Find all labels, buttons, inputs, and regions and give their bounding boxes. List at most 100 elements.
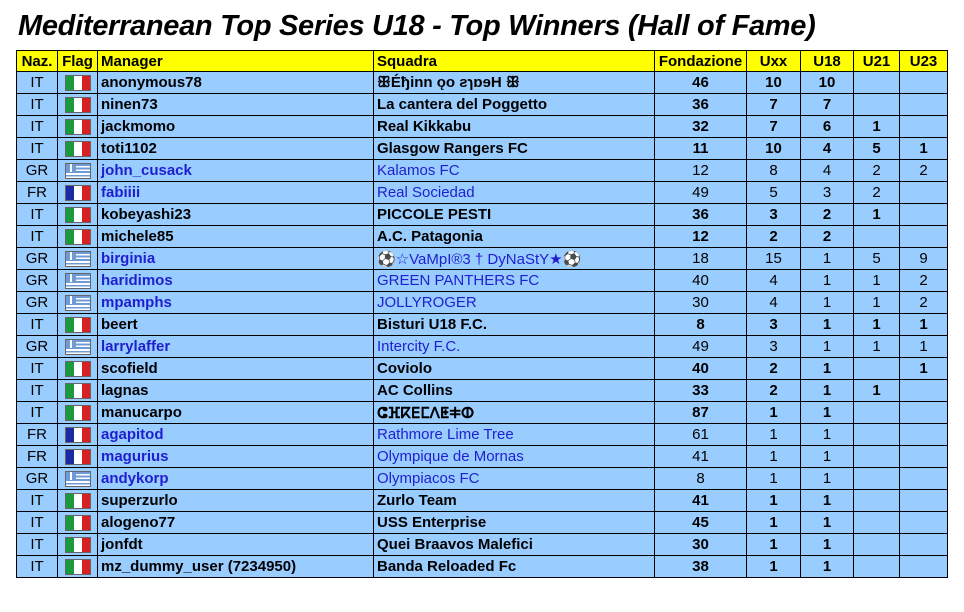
flag-cell xyxy=(57,511,98,534)
manager-link[interactable]: scofield xyxy=(97,357,374,380)
manager-link[interactable]: haridimos xyxy=(97,269,374,292)
team-link[interactable]: Rathmore Lime Tree xyxy=(373,423,655,446)
table-row: IT manucarpo ⵛⴼⴽⴹⵎⴷⵟⵐⵀ 87 1 1 xyxy=(16,401,948,424)
flag-cell xyxy=(57,159,98,182)
manager-link[interactable]: andykorp xyxy=(97,467,374,490)
manager-link[interactable]: birginia xyxy=(97,247,374,270)
nationality-cell: IT xyxy=(16,93,58,116)
flag-cell xyxy=(57,247,98,270)
manager-link[interactable]: manucarpo xyxy=(97,401,374,424)
team-link[interactable]: Zurlo Team xyxy=(373,489,655,512)
header-naz[interactable]: Naz. xyxy=(16,50,58,72)
manager-link[interactable]: jackmomo xyxy=(97,115,374,138)
team-link[interactable]: Quei Braavos Malefici xyxy=(373,533,655,556)
manager-link[interactable]: magurius xyxy=(97,445,374,468)
flag-greece-icon xyxy=(64,251,91,268)
team-link[interactable]: Kalamos FC xyxy=(373,159,655,182)
flag-france-icon xyxy=(64,427,91,444)
manager-link[interactable]: agapitod xyxy=(97,423,374,446)
manager-link[interactable]: alogeno77 xyxy=(97,511,374,534)
manager-link[interactable]: mz_dummy_user (7234950) xyxy=(97,555,374,578)
manager-link[interactable]: lagnas xyxy=(97,379,374,402)
table-row: GR andykorp Olympiacos FC 8 1 1 xyxy=(16,467,948,490)
flag-france-icon xyxy=(64,185,91,202)
flag-italy-icon xyxy=(64,75,91,92)
header-u18[interactable]: U18 xyxy=(800,50,854,72)
team-link[interactable]: Real Sociedad xyxy=(373,181,655,204)
header-uxx[interactable]: Uxx xyxy=(746,50,801,72)
manager-link[interactable]: larrylaffer xyxy=(97,335,374,358)
team-link[interactable]: Glasgow Rangers FC xyxy=(373,137,655,160)
header-squadra[interactable]: Squadra xyxy=(373,50,655,72)
u21-cell xyxy=(853,357,900,380)
header-manager[interactable]: Manager xyxy=(97,50,374,72)
team-link[interactable]: USS Enterprise xyxy=(373,511,655,534)
u21-cell xyxy=(853,555,900,578)
table-row: GR mpamphs JOLLYROGER 30 4 1 1 2 xyxy=(16,291,948,314)
header-u21[interactable]: U21 xyxy=(853,50,900,72)
flag-italy-icon xyxy=(64,405,91,422)
u23-cell: 9 xyxy=(899,247,948,270)
u21-cell: 5 xyxy=(853,247,900,270)
u18-cell: 2 xyxy=(800,203,854,226)
uxx-cell: 10 xyxy=(746,71,801,94)
team-link[interactable]: Olympique de Mornas xyxy=(373,445,655,468)
uxx-cell: 1 xyxy=(746,511,801,534)
nationality-cell: IT xyxy=(16,71,58,94)
flag-italy-icon xyxy=(64,119,91,136)
team-link[interactable]: GREEN PANTHERS FC xyxy=(373,269,655,292)
manager-link[interactable]: john_cusack xyxy=(97,159,374,182)
flag-cell xyxy=(57,291,98,314)
table-row: IT kobeyashi23 PICCOLE PESTI 36 3 2 1 xyxy=(16,203,948,226)
manager-link[interactable]: mpamphs xyxy=(97,291,374,314)
uxx-cell: 1 xyxy=(746,401,801,424)
manager-link[interactable]: michele85 xyxy=(97,225,374,248)
fondazione-cell: 41 xyxy=(654,489,747,512)
team-link[interactable]: ⵛⴼⴽⴹⵎⴷⵟⵐⵀ xyxy=(373,401,655,424)
fondazione-cell: 45 xyxy=(654,511,747,534)
manager-link[interactable]: ninen73 xyxy=(97,93,374,116)
u21-cell: 1 xyxy=(853,203,900,226)
manager-link[interactable]: anonymous78 xyxy=(97,71,374,94)
manager-link[interactable]: beert xyxy=(97,313,374,336)
team-link[interactable]: Banda Reloaded Fc xyxy=(373,555,655,578)
u23-cell: 2 xyxy=(899,291,948,314)
flag-italy-icon xyxy=(64,515,91,532)
u23-cell: 2 xyxy=(899,159,948,182)
team-link[interactable]: JOLLYROGER xyxy=(373,291,655,314)
u23-cell xyxy=(899,511,948,534)
flag-cell xyxy=(57,335,98,358)
team-link[interactable]: Real Kikkabu xyxy=(373,115,655,138)
team-link[interactable]: Olympiacos FC xyxy=(373,467,655,490)
table-row: IT anonymous78 ꕥÉђinn ǫo ƨɿɒɘH ꕥ 46 10 10 xyxy=(16,71,948,94)
team-link[interactable]: A.C. Patagonia xyxy=(373,225,655,248)
table-row: GR larrylaffer Intercity F.C. 49 3 1 1 1 xyxy=(16,335,948,358)
uxx-cell: 1 xyxy=(746,533,801,556)
fondazione-cell: 41 xyxy=(654,445,747,468)
flag-italy-icon xyxy=(64,537,91,554)
u23-cell: 1 xyxy=(899,313,948,336)
team-link[interactable]: ꕥÉђinn ǫo ƨɿɒɘH ꕥ xyxy=(373,71,655,94)
team-link[interactable]: Bisturi U18 F.C. xyxy=(373,313,655,336)
u23-cell: 1 xyxy=(899,357,948,380)
manager-link[interactable]: jonfdt xyxy=(97,533,374,556)
nationality-cell: IT xyxy=(16,533,58,556)
fondazione-cell: 40 xyxy=(654,269,747,292)
team-link[interactable]: PICCOLE PESTI xyxy=(373,203,655,226)
manager-link[interactable]: superzurlo xyxy=(97,489,374,512)
team-link[interactable]: Intercity F.C. xyxy=(373,335,655,358)
manager-link[interactable]: toti1102 xyxy=(97,137,374,160)
manager-link[interactable]: kobeyashi23 xyxy=(97,203,374,226)
uxx-cell: 1 xyxy=(746,489,801,512)
page-title: Mediterranean Top Series U18 - Top Winne… xyxy=(18,10,816,42)
team-link[interactable]: Coviolo xyxy=(373,357,655,380)
header-fondazione[interactable]: Fondazione xyxy=(654,50,747,72)
u21-cell xyxy=(853,445,900,468)
team-link[interactable]: AC Collins xyxy=(373,379,655,402)
header-u23[interactable]: U23 xyxy=(899,50,948,72)
team-link[interactable]: La cantera del Poggetto xyxy=(373,93,655,116)
header-flag[interactable]: Flag xyxy=(57,50,98,72)
manager-link[interactable]: fabiiii xyxy=(97,181,374,204)
team-link[interactable]: ⚽☆VaMpI®3 † DyNaStY★⚽ xyxy=(373,247,655,270)
nationality-cell: IT xyxy=(16,379,58,402)
